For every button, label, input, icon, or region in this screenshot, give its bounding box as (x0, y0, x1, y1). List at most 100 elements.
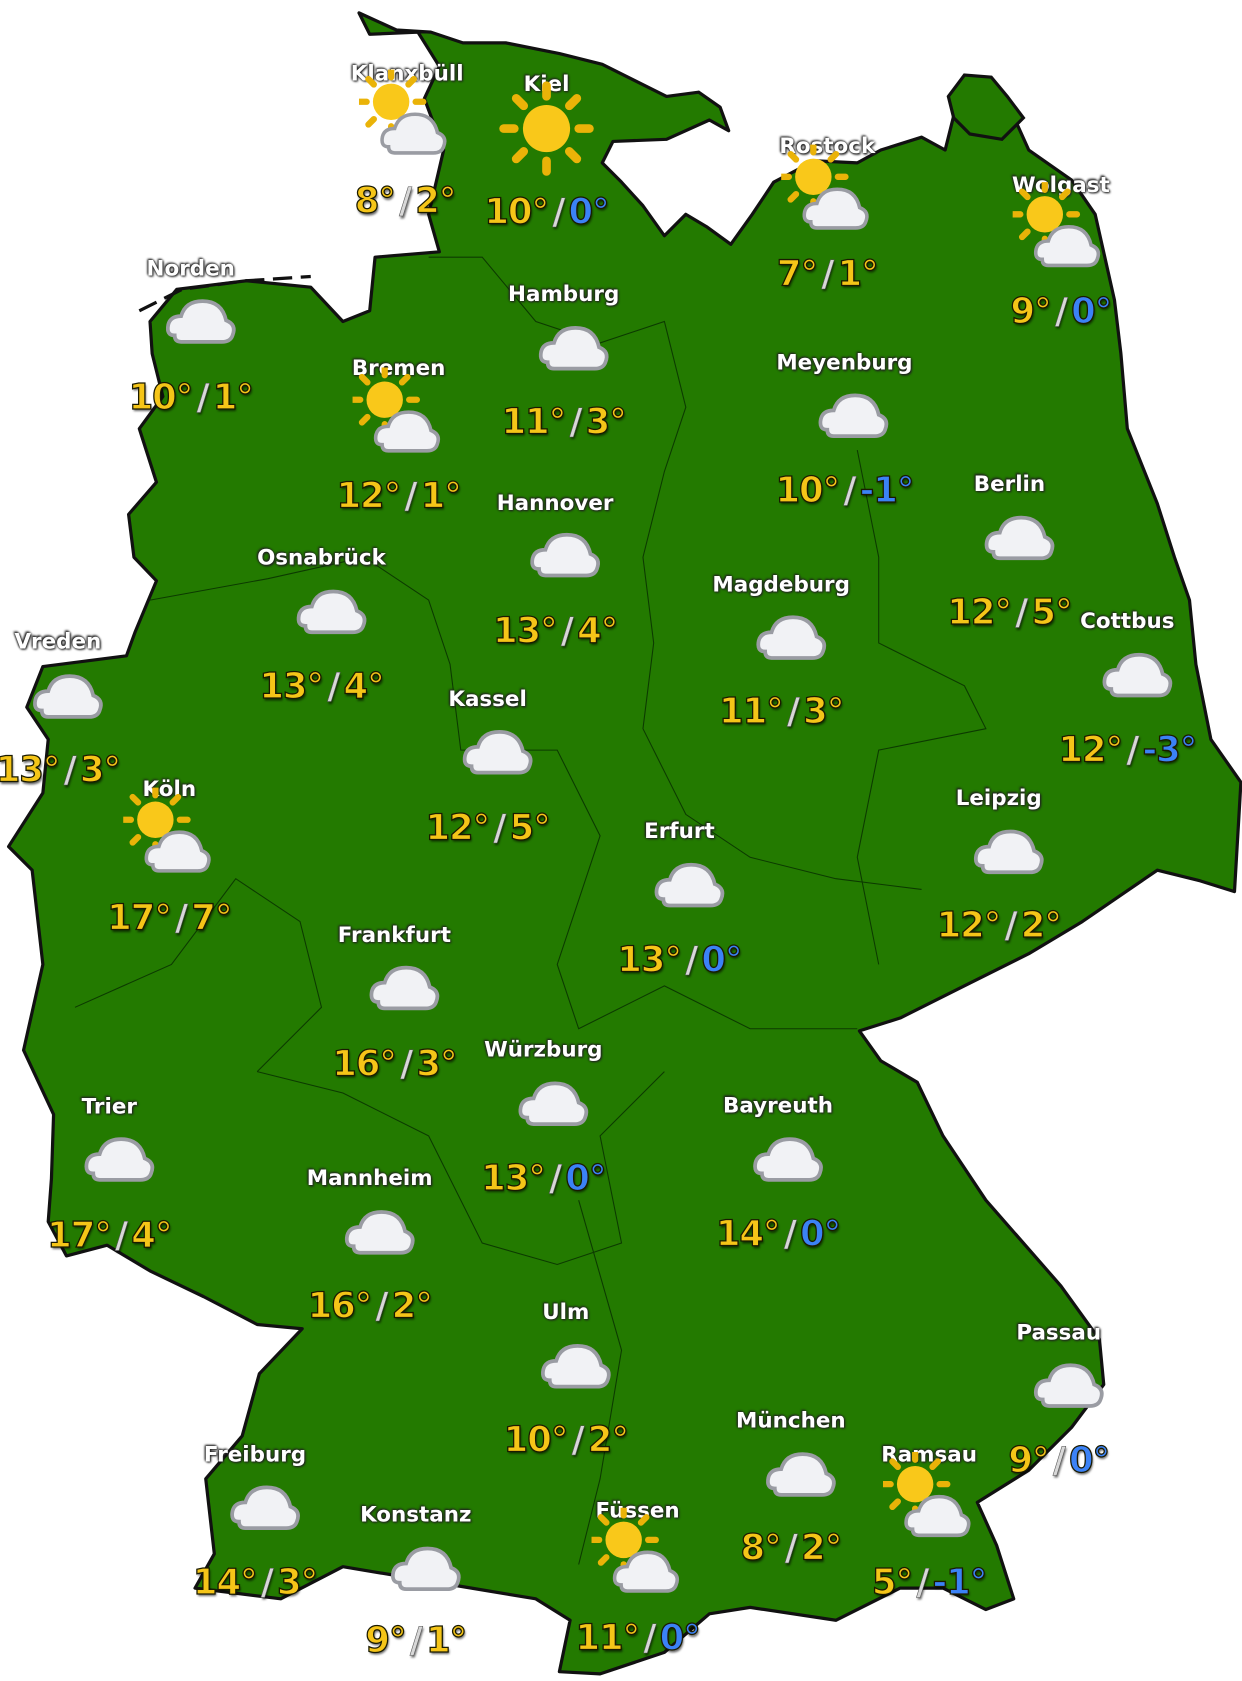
temperature: 17°/7° (107, 896, 234, 939)
cloud-icon (293, 581, 372, 643)
min-temp: 0° (1068, 1438, 1111, 1481)
cloud-icon (537, 1335, 616, 1397)
separator: / (552, 190, 565, 233)
max-temp: 14° (715, 1212, 781, 1255)
max-temp: 8° (354, 179, 397, 222)
max-temp: 13° (259, 664, 325, 707)
max-temp: 9° (1008, 1438, 1051, 1481)
max-temp: 17° (107, 896, 173, 939)
min-temp: 2° (391, 1284, 434, 1327)
cloud-icon (814, 385, 893, 447)
city-label: Meyenburg (776, 349, 913, 376)
max-temp: 9° (1010, 289, 1053, 332)
separator: / (685, 938, 698, 980)
temperature: 13°/4° (492, 609, 619, 652)
max-temp: 12° (947, 590, 1013, 633)
separator: / (63, 748, 76, 791)
separator: / (821, 252, 834, 295)
temperature: 10°/0° (484, 190, 611, 233)
separator: / (916, 1560, 929, 1603)
min-temp: -1° (859, 468, 915, 511)
temperature: 9°/0° (1008, 1438, 1111, 1481)
temperature: 12° / -3° (1058, 728, 1198, 771)
city-label: Cottbus (1080, 607, 1175, 634)
min-temp: 4° (131, 1213, 174, 1256)
max-temp: 11° (718, 689, 784, 732)
sun-icon (493, 75, 600, 186)
max-temp: 16° (307, 1284, 373, 1327)
partly-cloudy-icon (588, 1504, 684, 1604)
city-label: Magdeburg (712, 571, 850, 597)
separator: / (115, 1213, 128, 1256)
max-temp: 10° (128, 375, 194, 418)
separator: / (1052, 1438, 1066, 1481)
max-temp: 12° (936, 903, 1002, 946)
cloud-icon (981, 507, 1060, 569)
cloud-icon (762, 1443, 841, 1505)
max-temp: 14° (192, 1560, 258, 1603)
max-temp: 13° (0, 748, 61, 791)
city-label: Füssen (595, 1497, 680, 1523)
max-temp: 10° (484, 190, 550, 233)
temperature: 8°/2° (740, 1526, 843, 1569)
city-label: Osnabrück (257, 544, 386, 571)
min-temp: 0° (568, 190, 611, 233)
separator: / (409, 1618, 423, 1661)
city-label: Wolgast (1012, 171, 1110, 198)
city-label: Norden (146, 255, 235, 281)
min-temp: 7° (191, 896, 234, 939)
max-temp: 9° (365, 1618, 408, 1661)
min-temp: 1° (837, 252, 880, 295)
ruegen-island (946, 73, 1026, 142)
city-label: Köln (142, 775, 197, 802)
min-temp: 5° (509, 806, 552, 849)
temperature: 8°/2° (354, 179, 457, 222)
separator: / (783, 1212, 797, 1255)
separator: / (493, 806, 506, 849)
temperature: 12°/5° (947, 590, 1074, 633)
cloud-icon (341, 1201, 420, 1263)
max-temp: 10° (503, 1418, 569, 1461)
temperature: 10°/2° (503, 1418, 630, 1461)
max-temp: 8° (740, 1526, 783, 1569)
separator: / (571, 1418, 584, 1461)
temperature: 13°/0° (481, 1156, 608, 1199)
partly-cloudy-icon (1009, 179, 1105, 278)
temperature: 11°/0° (575, 1616, 702, 1659)
cloud-icon (162, 290, 241, 352)
temperature: 5° / -1° (871, 1560, 988, 1603)
temperature: 13°/4° (259, 664, 386, 707)
cloud-icon (749, 1128, 828, 1190)
min-temp: 2° (1020, 903, 1063, 946)
min-temp: 1° (425, 1618, 468, 1661)
city-label: Kassel (448, 685, 527, 712)
city-label: Freiburg (203, 1441, 307, 1468)
separator: / (560, 609, 574, 651)
city-label: Konstanz (360, 1501, 472, 1528)
min-temp: 5° (1031, 590, 1074, 633)
city-label: Frankfurt (337, 921, 451, 948)
city-label: Hannover (496, 489, 614, 516)
separator: / (1004, 903, 1017, 946)
min-temp: 0° (659, 1616, 702, 1659)
min-temp: 0° (701, 938, 744, 981)
cloud-icon (526, 524, 605, 586)
city-label: München (736, 1407, 846, 1433)
min-temp: 4° (576, 609, 619, 652)
separator: / (1054, 289, 1068, 332)
cloud-icon (29, 665, 108, 727)
min-temp: -3° (1142, 728, 1198, 771)
temperature: 12°/2° (936, 903, 1063, 946)
east-frisian-islands (138, 274, 311, 313)
separator: / (1126, 728, 1139, 770)
max-temp: 7° (776, 252, 819, 295)
cloud-icon (752, 607, 831, 669)
partly-cloudy-icon (879, 1448, 975, 1548)
min-temp: 3° (276, 1560, 319, 1603)
temperature: 9°/0° (1010, 289, 1113, 332)
temperature: 11°/3° (718, 689, 845, 732)
separator: / (843, 468, 856, 511)
min-temp: 4° (343, 664, 386, 707)
separator: / (260, 1560, 274, 1603)
